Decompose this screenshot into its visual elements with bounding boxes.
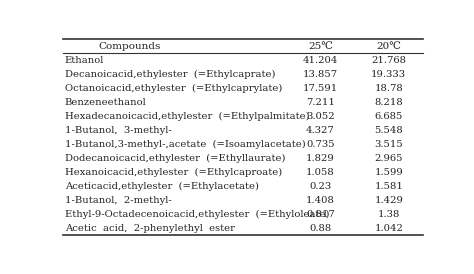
Text: 1-Butanol,3-methyl-,acetate  (=Isoamylacetate): 1-Butanol,3-methyl-,acetate (=Isoamylace… (65, 140, 306, 149)
Text: 1.408: 1.408 (306, 196, 335, 205)
Text: 1-Butanol,  3-methyl-: 1-Butanol, 3-methyl- (65, 126, 172, 135)
Text: 1.829: 1.829 (306, 154, 335, 163)
Text: 1.429: 1.429 (374, 196, 403, 205)
Text: 5.548: 5.548 (374, 126, 403, 135)
Text: 1.581: 1.581 (374, 182, 403, 191)
Text: Acetic  acid,  2-phenylethyl  ester: Acetic acid, 2-phenylethyl ester (65, 224, 235, 233)
Text: 25℃: 25℃ (308, 42, 333, 51)
Text: 13.857: 13.857 (303, 70, 338, 79)
Text: 4.327: 4.327 (306, 126, 335, 135)
Text: 1.042: 1.042 (374, 224, 403, 233)
Text: 1.058: 1.058 (306, 168, 335, 177)
Text: 3.515: 3.515 (374, 140, 403, 149)
Text: 20℃: 20℃ (376, 42, 401, 51)
Text: Hexadecanoicacid,ethylester  (=Ethylpalmitate): Hexadecanoicacid,ethylester (=Ethylpalmi… (65, 112, 310, 121)
Text: 19.333: 19.333 (371, 70, 406, 79)
Text: 3.052: 3.052 (306, 112, 335, 121)
Text: 6.685: 6.685 (374, 112, 403, 121)
Text: Decanoicacid,ethylester  (=Ethylcaprate): Decanoicacid,ethylester (=Ethylcaprate) (65, 70, 275, 79)
Text: 41.204: 41.204 (302, 56, 338, 65)
Text: Octanoicacid,ethylester  (=Ethylcaprylate): Octanoicacid,ethylester (=Ethylcaprylate… (65, 84, 282, 93)
Text: 1-Butanol,  2-methyl-: 1-Butanol, 2-methyl- (65, 196, 172, 205)
Text: Ethanol: Ethanol (65, 56, 104, 65)
Text: Benzeneethanol: Benzeneethanol (65, 98, 146, 107)
Text: Aceticacid,ethylester  (=Ethylacetate): Aceticacid,ethylester (=Ethylacetate) (65, 182, 259, 191)
Text: 21.768: 21.768 (371, 56, 406, 65)
Text: 0.88: 0.88 (309, 224, 331, 233)
Text: 0.23: 0.23 (309, 182, 331, 191)
Text: 0.735: 0.735 (306, 140, 335, 149)
Text: 2.965: 2.965 (374, 154, 403, 163)
Text: Dodecanoicacid,ethylester  (=Ethyllaurate): Dodecanoicacid,ethylester (=Ethyllaurate… (65, 154, 285, 163)
Text: Ethyl-9-Octadecenoicacid,ethylester  (=Ethyloleate): Ethyl-9-Octadecenoicacid,ethylester (=Et… (65, 210, 329, 219)
Text: 8.218: 8.218 (374, 98, 403, 107)
Text: 18.78: 18.78 (374, 84, 403, 93)
Text: 0.817: 0.817 (306, 210, 335, 219)
Text: 17.591: 17.591 (303, 84, 338, 93)
Text: 1.599: 1.599 (374, 168, 403, 177)
Text: 1.38: 1.38 (377, 210, 400, 219)
Text: 7.211: 7.211 (306, 98, 335, 107)
Text: Compounds: Compounds (99, 42, 161, 51)
Text: Hexanoicacid,ethylester  (=Ethylcaproate): Hexanoicacid,ethylester (=Ethylcaproate) (65, 168, 282, 177)
